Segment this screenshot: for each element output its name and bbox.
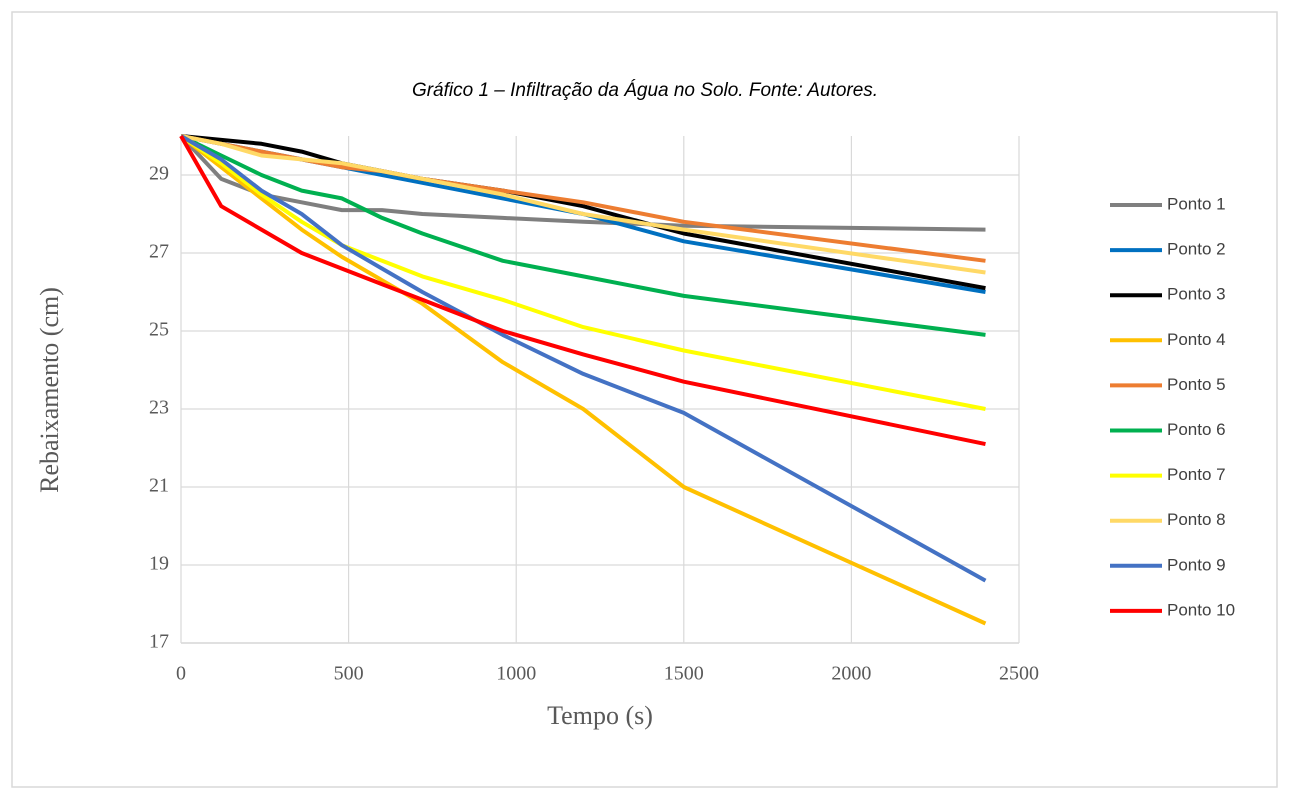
legend-label: Ponto 1 — [1167, 194, 1226, 213]
legend-label: Ponto 6 — [1167, 420, 1226, 439]
series-line — [179, 134, 986, 411]
x-tick-label: 2500 — [999, 663, 1039, 685]
legend-label: Ponto 8 — [1167, 510, 1226, 529]
legend-label: Ponto 4 — [1167, 330, 1226, 349]
y-tick-label: 29 — [149, 163, 169, 185]
x-axis-label: Tempo (s) — [547, 701, 653, 730]
x-tick-label: 500 — [334, 663, 364, 685]
y-tick-label: 27 — [149, 241, 169, 263]
legend-label: Ponto 2 — [1167, 240, 1226, 259]
series-line — [179, 134, 987, 626]
y-tick-label: 19 — [149, 553, 169, 575]
legend-label: Ponto 3 — [1167, 285, 1226, 304]
x-tick-label: 2000 — [831, 663, 871, 685]
x-tick-label: 1000 — [496, 663, 536, 685]
y-axis-label: Rebaixamento (cm) — [35, 287, 64, 493]
x-tick-label: 1500 — [664, 663, 704, 685]
chart-title: Gráfico 1 – Infiltração da Água no Solo.… — [412, 80, 878, 101]
series-line — [179, 134, 987, 583]
y-tick-label: 25 — [149, 319, 169, 341]
y-tick-label: 17 — [149, 631, 169, 653]
x-tick-label: 0 — [176, 663, 186, 685]
legend-label: Ponto 7 — [1167, 465, 1226, 484]
y-tick-label: 21 — [149, 475, 169, 497]
series-line — [179, 135, 986, 447]
legend-label: Ponto 9 — [1167, 555, 1226, 574]
series-line — [180, 134, 986, 337]
legend-label: Ponto 5 — [1167, 375, 1226, 394]
series-line — [180, 134, 986, 275]
legend-label: Ponto 10 — [1167, 600, 1235, 619]
y-tick-label: 23 — [149, 397, 169, 419]
